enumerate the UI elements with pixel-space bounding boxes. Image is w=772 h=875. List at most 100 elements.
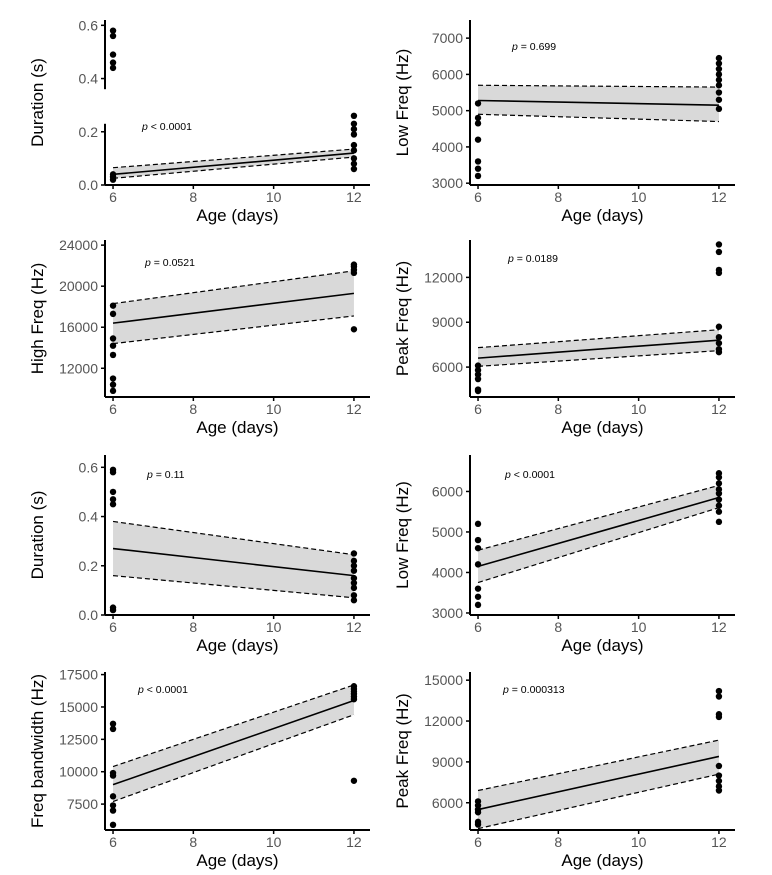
data-point <box>715 518 723 526</box>
data-point <box>109 496 117 503</box>
ci-upper-line <box>477 329 719 349</box>
x-axis-title: Age (days) <box>561 418 643 437</box>
data-point <box>715 348 723 356</box>
data-point <box>350 112 358 120</box>
x-tick-label: 6 <box>109 189 117 205</box>
data-point <box>715 241 723 248</box>
x-tick-label: 8 <box>554 189 562 205</box>
data-point <box>474 593 482 600</box>
data-point <box>474 136 482 143</box>
y-tick-label: 12500 <box>59 731 98 747</box>
data-point <box>350 155 358 162</box>
data-point <box>474 809 482 816</box>
data-point <box>350 550 358 557</box>
y-tick-label: 4000 <box>432 564 463 580</box>
panel-freq-bandwidth: 6 8 10 12 7500 10000 12500 15000 17500 Age (days)… <box>28 667 370 870</box>
y-tick-label: 10000 <box>59 764 98 780</box>
y-tick-label: 15000 <box>424 672 463 688</box>
y-tick-label: 0.6 <box>79 17 99 33</box>
data-point <box>109 488 117 496</box>
data-point <box>350 269 358 277</box>
ci-upper-line <box>112 520 355 556</box>
data-point <box>715 687 723 695</box>
x-tick-label: 10 <box>266 619 282 635</box>
x-tick-label: 8 <box>554 834 562 850</box>
ci-upper-line <box>112 684 355 768</box>
x-tick-label: 8 <box>189 834 197 850</box>
ci-lower-line <box>112 156 354 179</box>
data-point <box>109 64 117 72</box>
x-tick-label: 6 <box>109 834 117 850</box>
x-tick-label: 12 <box>711 189 727 205</box>
data-point <box>350 165 358 173</box>
data-point <box>715 502 723 509</box>
x-axis-title: Age (days) <box>561 636 643 655</box>
y-axis-title: Peak Freq (Hz) <box>393 693 412 808</box>
confidence-band <box>478 329 719 367</box>
p-value-label: p = 0.11 <box>146 469 185 481</box>
data-point <box>109 793 117 800</box>
y-tick-label: 4000 <box>432 139 463 155</box>
data-point <box>350 584 358 592</box>
data-point <box>350 592 358 599</box>
y-axis-title: Freq bandwidth (Hz) <box>28 674 47 828</box>
y-tick-label: 6000 <box>432 795 463 811</box>
confidence-band <box>478 740 719 829</box>
y-tick-label: 12000 <box>424 269 463 285</box>
data-point <box>474 585 482 592</box>
y-tick-label: 12000 <box>424 713 463 729</box>
x-tick-label: 12 <box>711 401 727 417</box>
data-point <box>715 339 723 347</box>
p-value-label: p = 0.0189 <box>507 253 558 265</box>
confidence-band <box>113 521 354 598</box>
x-tick-label: 8 <box>189 619 197 635</box>
data-point <box>715 762 723 770</box>
y-tick-label: 0.2 <box>79 124 99 140</box>
y-axis-title: Duration (s) <box>28 491 47 580</box>
data-point <box>350 326 358 333</box>
x-tick-label: 10 <box>631 834 647 850</box>
y-tick-label: 16000 <box>59 319 98 335</box>
data-point <box>109 821 117 829</box>
y-tick-label: 6000 <box>432 483 463 499</box>
y-tick-label: 12000 <box>59 360 98 376</box>
data-point <box>474 114 482 122</box>
data-point <box>474 387 482 395</box>
x-tick-label: 6 <box>109 619 117 635</box>
x-tick-label: 6 <box>474 401 482 417</box>
data-point <box>715 76 723 84</box>
data-point <box>474 100 482 107</box>
ci-lower-line <box>112 315 355 345</box>
y-axis-title: Duration (s) <box>28 58 47 147</box>
p-value: < 0.0001 <box>511 469 555 481</box>
data-point <box>350 579 358 587</box>
data-point <box>109 310 117 318</box>
y-tick-label: 6000 <box>432 359 463 375</box>
data-point <box>474 172 482 180</box>
x-tick-label: 6 <box>474 189 482 205</box>
data-point <box>109 501 117 508</box>
data-point <box>350 160 358 167</box>
data-point <box>715 496 723 503</box>
y-tick-label: 20000 <box>59 278 98 294</box>
y-tick-label: 0.0 <box>79 177 99 193</box>
p-value: < 0.0001 <box>148 121 192 133</box>
p-value: = 0.699 <box>518 41 556 53</box>
data-point <box>715 60 723 67</box>
x-tick-label: 6 <box>474 834 482 850</box>
panel-duration-1: 6 8 10 12 0.0 0.2 0.4 0.6 Age (days) Duration (s)… <box>28 17 370 225</box>
p-symbol: p <box>502 684 509 696</box>
data-point <box>715 82 723 89</box>
x-tick-label: 12 <box>346 834 362 850</box>
ci-lower-line <box>477 507 720 584</box>
x-tick-label: 12 <box>346 401 362 417</box>
data-point <box>109 375 117 382</box>
data-point <box>474 536 482 544</box>
data-point <box>109 27 117 34</box>
data-point <box>474 371 482 378</box>
p-value: < 0.0001 <box>144 684 188 696</box>
panel-duration-2: 6 8 10 12 0.0 0.2 0.4 0.6 Age (days) Duration (s)… <box>28 455 370 655</box>
data-point <box>715 105 723 113</box>
data-point <box>715 474 723 481</box>
